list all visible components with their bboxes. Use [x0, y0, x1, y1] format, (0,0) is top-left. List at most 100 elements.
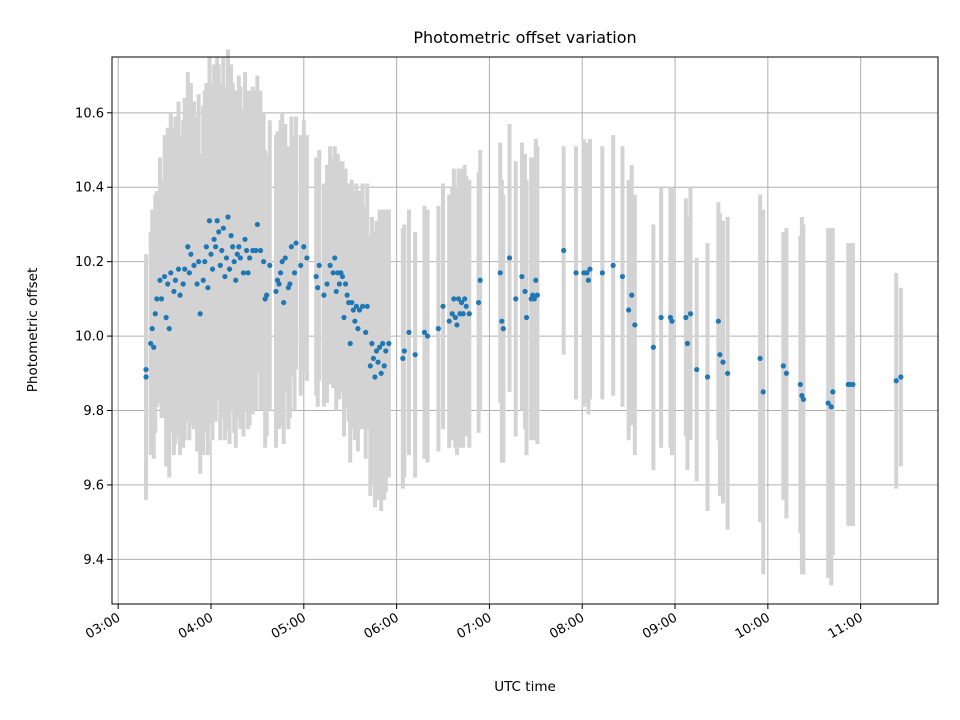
data-point	[573, 270, 579, 276]
data-points	[143, 214, 904, 410]
data-point	[236, 244, 242, 250]
data-point	[203, 244, 209, 250]
data-point	[219, 247, 225, 254]
data-point	[217, 262, 223, 268]
data-point	[347, 340, 353, 347]
data-point	[463, 303, 469, 309]
y-tick-label: 9.4	[83, 553, 104, 568]
data-point	[629, 292, 635, 298]
data-point	[355, 326, 361, 332]
data-point	[497, 270, 503, 276]
data-point	[534, 292, 540, 298]
data-point	[341, 314, 347, 321]
data-point	[230, 244, 236, 250]
data-point	[523, 314, 530, 321]
data-point	[163, 314, 169, 321]
data-point	[342, 281, 349, 287]
data-point	[339, 273, 346, 280]
data-point	[165, 281, 171, 287]
data-point	[893, 378, 899, 384]
data-point	[610, 262, 616, 268]
data-point	[253, 247, 259, 254]
data-point	[161, 273, 168, 280]
data-point	[182, 266, 188, 272]
data-point	[316, 262, 322, 268]
data-point	[186, 270, 192, 276]
data-point	[757, 355, 763, 362]
data-point	[373, 348, 380, 354]
data-point	[370, 355, 377, 362]
data-point	[684, 340, 691, 347]
data-point	[364, 303, 370, 309]
data-point	[898, 374, 904, 380]
data-point	[240, 270, 247, 276]
data-point	[188, 251, 194, 257]
data-point	[209, 266, 216, 272]
data-point	[531, 296, 537, 302]
data-point	[200, 277, 206, 283]
data-point	[783, 370, 790, 376]
data-point	[278, 270, 284, 276]
data-point	[406, 329, 412, 335]
data-point	[243, 247, 250, 254]
data-point	[282, 255, 288, 261]
data-point	[211, 236, 217, 242]
data-point	[599, 270, 605, 276]
data-point	[363, 329, 369, 335]
data-point	[367, 363, 373, 369]
data-point	[214, 218, 220, 224]
data-point	[401, 348, 407, 354]
data-point	[166, 326, 172, 332]
data-point	[584, 270, 590, 276]
data-point	[717, 352, 723, 358]
y-tick-label: 9.6	[83, 478, 104, 493]
data-point	[499, 318, 505, 324]
data-point	[332, 255, 338, 261]
data-point	[223, 255, 230, 261]
data-point	[281, 299, 287, 306]
data-point	[780, 363, 786, 369]
data-point	[460, 311, 466, 317]
data-point	[760, 389, 766, 395]
data-point	[168, 270, 174, 276]
data-point	[435, 326, 441, 332]
y-tick-label: 9.8	[83, 404, 104, 419]
data-point	[237, 255, 243, 261]
data-point	[298, 262, 304, 268]
data-point	[172, 277, 179, 283]
data-point	[157, 277, 163, 283]
y-tick-label: 10.4	[75, 181, 104, 196]
data-point	[333, 288, 339, 295]
data-point	[513, 296, 519, 302]
data-point	[264, 292, 270, 298]
data-point	[324, 281, 330, 287]
x-axis-label: UTC time	[494, 679, 556, 695]
data-point	[522, 288, 528, 295]
data-point	[421, 329, 428, 335]
data-point	[231, 259, 237, 265]
data-point	[451, 296, 457, 302]
data-point	[344, 292, 350, 298]
data-point	[585, 277, 592, 283]
data-point	[291, 270, 298, 276]
data-point	[321, 292, 327, 298]
data-point	[383, 348, 389, 354]
data-point	[462, 296, 468, 302]
data-point	[276, 281, 282, 287]
data-point	[850, 381, 856, 388]
data-point	[242, 236, 248, 242]
data-point	[350, 307, 356, 313]
data-point	[304, 255, 310, 261]
data-point	[400, 355, 406, 362]
data-point	[380, 340, 386, 347]
data-point	[206, 218, 213, 224]
data-point	[694, 366, 700, 373]
data-point	[797, 381, 803, 388]
data-point	[626, 307, 632, 313]
y-axis-label: Photometric offset	[25, 268, 41, 392]
data-point	[720, 359, 726, 365]
data-point	[143, 366, 149, 373]
data-point	[225, 214, 231, 220]
data-point	[800, 396, 807, 402]
